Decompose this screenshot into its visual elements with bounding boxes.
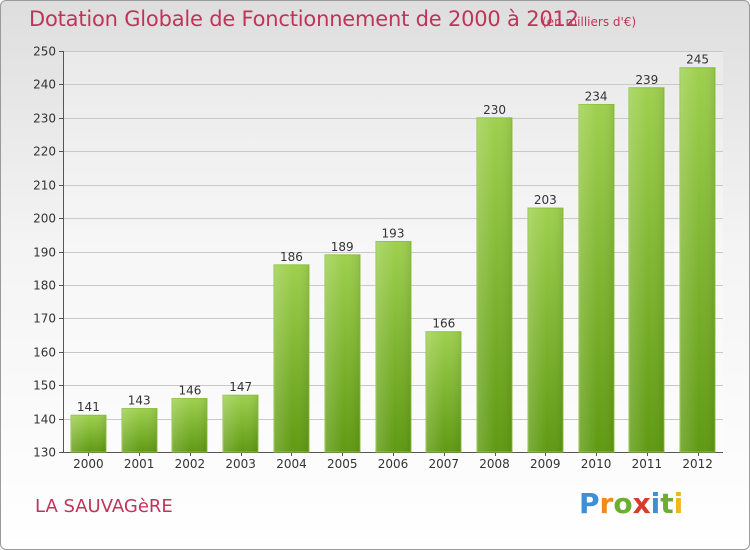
bar-shine-2006 [376, 241, 411, 452]
value-label-2001: 143 [128, 394, 151, 408]
proxiti-logo: Proxiti [579, 487, 683, 520]
logo-letter: o [613, 487, 633, 520]
x-tick-label-2008: 2008 [479, 457, 510, 471]
unit-note: (en milliers d'€) [542, 15, 637, 29]
y-tick-label-200: 200 [33, 212, 56, 226]
y-tick-label-170: 170 [33, 312, 56, 326]
logo-letter: P [579, 487, 600, 520]
y-tick-label-240: 240 [33, 78, 56, 92]
commune-name: LA SAUVAGèRE [35, 496, 173, 517]
value-label-2007: 166 [432, 317, 455, 331]
x-tick-label-2012: 2012 [682, 457, 713, 471]
value-label-2009: 203 [534, 193, 557, 207]
value-label-2010: 234 [585, 89, 608, 103]
bar-shine-2007 [426, 331, 461, 452]
bar-shine-2001 [122, 408, 157, 452]
value-label-2004: 186 [280, 250, 303, 264]
value-label-2008: 230 [483, 103, 506, 117]
x-tick-label-2002: 2002 [175, 457, 206, 471]
x-tick-label-2004: 2004 [276, 457, 307, 471]
x-tick-label-2005: 2005 [327, 457, 358, 471]
bar-shine-2004 [274, 264, 309, 452]
value-label-2002: 146 [178, 384, 201, 398]
value-label-2011: 239 [635, 73, 658, 87]
value-label-2003: 147 [229, 380, 252, 394]
logo-letter: i [650, 487, 661, 520]
logo-letter: i [673, 487, 684, 520]
y-tick-label-130: 130 [33, 446, 56, 460]
bar-shine-2002 [172, 398, 207, 452]
bar-shine-2011 [629, 87, 664, 452]
y-tick-label-180: 180 [33, 279, 56, 293]
bars [70, 67, 716, 453]
value-label-2012: 245 [686, 53, 709, 67]
y-tick-label-230: 230 [33, 112, 56, 126]
data-labels: 141 143 146 147 186 189 193 166 230 203 234 239 245 [77, 53, 709, 415]
bar-shine-2008 [477, 117, 512, 452]
y-tick-label-190: 190 [33, 246, 56, 260]
y-tick-label-160: 160 [33, 346, 56, 360]
value-label-2006: 193 [382, 226, 405, 240]
x-tick-label-2003: 2003 [225, 457, 256, 471]
x-tick-label-2006: 2006 [378, 457, 409, 471]
x-tick-label-2010: 2010 [581, 457, 612, 471]
bar-shine-2005 [325, 254, 360, 452]
y-tick-label-150: 150 [33, 379, 56, 393]
x-tick-label-2001: 2001 [124, 457, 155, 471]
y-tick-label-250: 250 [33, 45, 56, 59]
bar-shine-2003 [223, 395, 258, 452]
x-tick-label-2011: 2011 [632, 457, 663, 471]
y-tick-label-210: 210 [33, 179, 56, 193]
y-tick-label-140: 140 [33, 413, 56, 427]
bar-shine-2009 [528, 208, 563, 452]
bar-shine-2000 [71, 415, 106, 452]
bar-shine-2012 [680, 67, 715, 452]
x-tick-label-2009: 2009 [530, 457, 561, 471]
axes: 130 140 150 160 170 180 190 200 210 220 230 240 250 2… [33, 45, 723, 471]
logo-letter: x [632, 487, 651, 520]
x-tick-label-2000: 2000 [73, 457, 104, 471]
chart-title: Dotation Globale de Fonctionnement de 20… [29, 7, 579, 31]
y-tick-label-220: 220 [33, 145, 56, 159]
value-label-2005: 189 [331, 240, 354, 254]
bar-shine-2010 [579, 104, 614, 452]
value-label-2000: 141 [77, 400, 100, 414]
logo-letter: r [599, 487, 614, 520]
logo-letter: t [660, 487, 674, 520]
x-tick-label-2007: 2007 [428, 457, 459, 471]
